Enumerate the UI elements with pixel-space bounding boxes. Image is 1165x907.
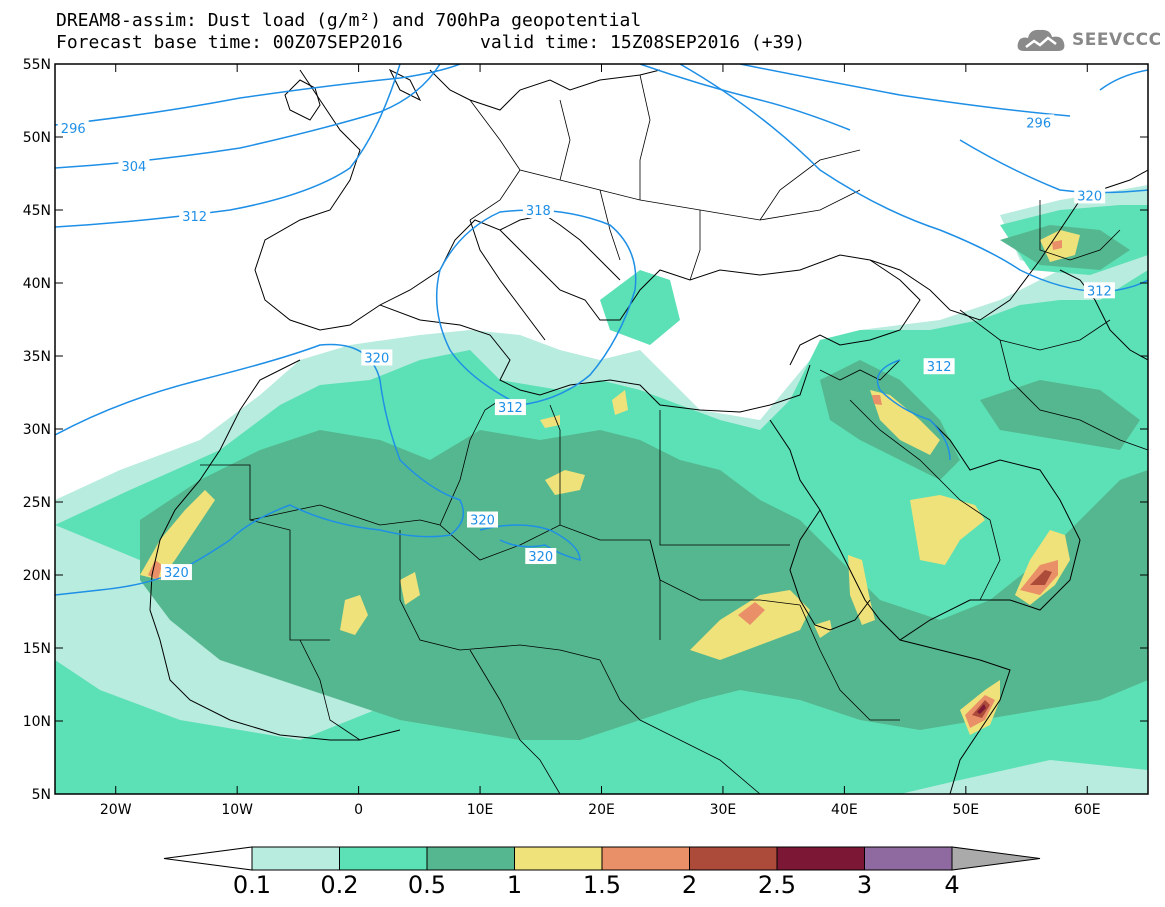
colorbar-swatch (601, 846, 690, 871)
contour-label-bg (179, 207, 211, 224)
lat-tick-label: 15N (23, 641, 51, 657)
contour-label: 312 (182, 210, 207, 225)
contour-label-bg (57, 120, 89, 137)
contour-label: 296 (61, 122, 86, 137)
map-area: 296 304 312 320 312 320 320 320 312 312 296 320 318 (55, 64, 1148, 794)
colorbar-swatch (251, 846, 340, 871)
contour-label: 320 (528, 550, 553, 565)
contour-label: 320 (470, 514, 495, 529)
colorbar-swatch (339, 846, 428, 871)
colorbar-under-triangle (163, 846, 253, 871)
lat-tick-label: 40N (23, 276, 51, 292)
colorbar-swatch (426, 846, 515, 871)
contour-label-bg (1083, 282, 1115, 299)
cloud-icon (1017, 29, 1065, 51)
contour-label-bg (361, 349, 393, 366)
contour-label-bg (160, 564, 192, 581)
lon-tick-label: 10W (221, 802, 253, 818)
lat-tick-label: 25N (23, 495, 51, 511)
lon-tick-label: 20W (100, 802, 132, 818)
contour-label: 312 (498, 401, 523, 416)
lon-tick-label: 50E (952, 802, 979, 818)
colorbar-label: 1 (507, 871, 522, 899)
colorbar-swatch (776, 846, 865, 871)
lat-tick-label: 10N (23, 714, 51, 730)
dust-layer-2p5 (977, 704, 986, 714)
colorbar-over-triangle (951, 846, 1041, 871)
lon-tick-label: 60E (1074, 802, 1101, 818)
colorbar-label: 4 (944, 871, 959, 899)
colorbar-label: 0.5 (408, 871, 446, 899)
colorbar-swatch (514, 846, 603, 871)
contour-label: 304 (122, 160, 147, 175)
colorbar-label: 1.5 (583, 871, 621, 899)
colorbar-label: 0.2 (320, 871, 358, 899)
lat-tick-label: 20N (23, 568, 51, 584)
lon-tick-label: 0 (354, 802, 363, 818)
colorbar: 0.1 0.2 0.5 1 1.5 2 2.5 3 4 (163, 846, 1041, 899)
logo: SEEVCCC (1016, 22, 1162, 58)
colorbar-label: 2 (682, 871, 697, 899)
colorbar-label: 2.5 (758, 871, 796, 899)
logo-text: SEEVCCC (1072, 30, 1162, 50)
colorbar-swatch (689, 846, 778, 871)
lat-tick-label: 35N (23, 349, 51, 365)
contour-label-bg (923, 358, 955, 375)
forecast-base-time: Forecast base time: 00Z07SEP2016 (56, 32, 403, 53)
colorbar-swatch (864, 846, 953, 871)
contour-labels: 296 304 312 320 312 320 320 320 312 312 296 320 318 (57, 114, 1115, 581)
contour-label: 312 (1087, 284, 1112, 299)
lon-tick-label: 20E (588, 802, 615, 818)
contour-label-bg (494, 399, 526, 416)
lat-tick-label: 30N (23, 422, 51, 438)
country-borders (200, 74, 1148, 794)
lon-tick-label: 40E (831, 802, 858, 818)
coastlines (149, 68, 1148, 794)
lat-tick-label: 55N (23, 57, 51, 73)
map-title: DREAM8-assim: Dust load (g/m²) and 700hP… (56, 10, 642, 31)
contour-label-bg (466, 511, 498, 528)
contour-label: 296 (1026, 116, 1051, 131)
contour-label-bg (525, 548, 557, 565)
longitude-axis: 20W 10W 0 10E 20E 30E 40E 50E 60E (100, 64, 1101, 818)
contour-label-bg (1023, 114, 1055, 131)
contour-label: 320 (364, 351, 389, 366)
contour-label: 320 (164, 566, 189, 581)
colorbar-label: 0.1 (233, 871, 271, 899)
contour-label: 320 (1077, 189, 1102, 204)
colorbar-label: 3 (857, 871, 872, 899)
latitude-axis: 55N 50N 45N 40N 35N 30N 25N 20N 15N 10N 5N (23, 57, 1148, 803)
contour-label: 312 (927, 360, 952, 375)
lat-tick-label: 50N (23, 130, 51, 146)
lon-tick-label: 10E (467, 802, 494, 818)
lon-tick-label: 30E (710, 802, 737, 818)
contour-label: 318 (526, 204, 551, 219)
valid-time: valid time: 15Z08SEP2016 (+39) (480, 32, 806, 53)
contour-label-bg (1074, 187, 1106, 204)
lat-tick-label: 45N (23, 203, 51, 219)
contour-label-bg (522, 202, 554, 218)
contour-label-bg (118, 158, 150, 175)
lat-tick-label: 5N (32, 787, 51, 803)
